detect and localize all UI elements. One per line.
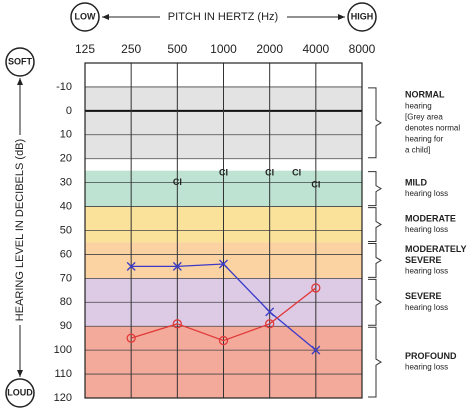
y-tick-label: 60 xyxy=(60,248,72,260)
y-tick-label: 40 xyxy=(60,200,72,212)
y-tick-label: 20 xyxy=(60,153,72,165)
band-bracket xyxy=(368,278,382,326)
band-label: hearing loss xyxy=(405,303,448,312)
x-tick-label: 4000 xyxy=(302,42,329,56)
band-bracket xyxy=(368,171,382,207)
band-label: SEVERE xyxy=(405,255,442,265)
band-label: SEVERE xyxy=(405,291,442,301)
band-bracket xyxy=(368,242,382,278)
soft-badge xyxy=(5,47,35,77)
marker xyxy=(311,345,321,355)
band-label: hearing loss xyxy=(405,267,448,276)
band-bracket xyxy=(368,207,382,242)
annotation: CI xyxy=(292,167,301,177)
y-tick-label: 90 xyxy=(60,320,72,332)
band-label: a child] xyxy=(405,145,430,154)
annotation: CI xyxy=(265,167,274,177)
band-bracket xyxy=(368,87,382,159)
y-header: SOFT LOUD HEARING LEVEL IN DECIBELS (dB) xyxy=(5,47,35,408)
x-tick-label: 125 xyxy=(75,42,95,56)
y-axis-label: HEARING LEVEL IN DECIBELS (dB) xyxy=(14,139,26,321)
marker xyxy=(311,283,321,293)
y-tick-label: 30 xyxy=(60,177,72,189)
y-tick-label: 100 xyxy=(54,344,72,356)
marker xyxy=(126,333,136,343)
header: LOW HIGH PITCH IN HERTZ (Hz) xyxy=(70,2,377,32)
marker xyxy=(172,319,182,329)
marker xyxy=(172,261,182,271)
loud-badge xyxy=(5,378,35,408)
marker xyxy=(218,335,229,346)
y-tick-label: 50 xyxy=(60,224,72,236)
marker xyxy=(219,259,228,269)
low-badge xyxy=(70,2,100,32)
y-tick-label: 10 xyxy=(60,129,72,141)
band-label: NORMAL xyxy=(405,90,445,100)
x-tick-label: 1000 xyxy=(210,42,237,56)
x-tick-label: 500 xyxy=(167,42,187,56)
annotation: CI xyxy=(173,177,182,187)
high-label: HIGH xyxy=(351,11,374,21)
annotation: CI xyxy=(311,179,320,189)
high-badge xyxy=(347,2,377,32)
marker xyxy=(265,319,275,329)
x-tick-label: 2000 xyxy=(256,42,283,56)
band-label: denotes normal xyxy=(405,123,460,132)
y-tick-label: 110 xyxy=(54,368,72,380)
series-line xyxy=(130,287,317,342)
x-tick-label: 8000 xyxy=(349,42,376,56)
y-tick-label: -10 xyxy=(56,81,72,93)
marker xyxy=(126,261,136,271)
band-label: hearing loss xyxy=(405,363,448,372)
band-label: [Grey area xyxy=(405,112,443,121)
band-bracket xyxy=(368,326,382,398)
band-label: MODERATE xyxy=(405,213,456,223)
band-label: hearing loss xyxy=(405,189,448,198)
band-label: hearing xyxy=(405,101,432,110)
band-label: hearing loss xyxy=(405,225,448,234)
marker xyxy=(265,307,275,317)
band-label: MILD xyxy=(405,178,427,188)
y-tick-label: 80 xyxy=(60,296,72,308)
y-tick-label: 0 xyxy=(66,105,72,117)
y-tick-label: 70 xyxy=(60,272,72,284)
band-label: PROFOUND xyxy=(405,351,457,361)
chart-title: PITCH IN HERTZ (Hz) xyxy=(168,11,278,23)
x-tick-label: 250 xyxy=(121,42,141,56)
loud-label: LOUD xyxy=(7,387,33,397)
annotation: CI xyxy=(219,167,228,177)
y-tick-label: 120 xyxy=(54,392,72,404)
soft-label: SOFT xyxy=(8,56,33,66)
plot-border xyxy=(84,62,363,399)
band-label: hearing for xyxy=(405,134,444,143)
band-label: MODERATELY xyxy=(405,244,467,254)
low-label: LOW xyxy=(75,11,96,21)
